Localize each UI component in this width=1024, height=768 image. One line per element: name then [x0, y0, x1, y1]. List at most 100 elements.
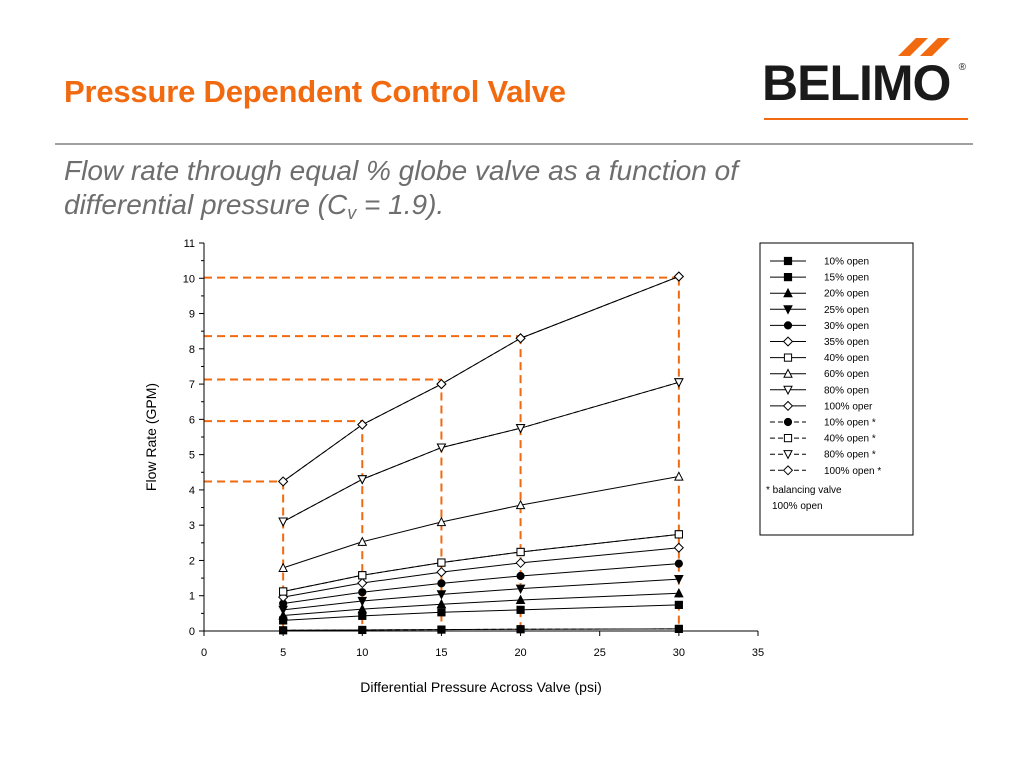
legend-label: 15% open: [824, 273, 869, 284]
guide-lines: [204, 276, 680, 631]
series-2: [278, 587, 684, 620]
legend-item: 10% open *: [770, 418, 876, 429]
y-tick-label: 7: [189, 379, 195, 391]
data-point: [674, 624, 683, 633]
series-line: [282, 276, 680, 482]
series-line: [283, 547, 679, 598]
series-7: [278, 471, 684, 572]
y-tick-label: 3: [189, 520, 195, 532]
data-point: [515, 333, 526, 344]
y-tick-label: 9: [189, 309, 195, 321]
series-4: [279, 559, 683, 608]
legend-swatch-marker: [783, 287, 793, 298]
series-10: [279, 624, 683, 635]
series-12: [278, 378, 684, 527]
y-tick-label: 0: [189, 626, 195, 638]
y-tick-label: 8: [189, 344, 195, 356]
data-point: [358, 611, 367, 620]
legend-label: 60% open: [824, 369, 869, 380]
series-line: [283, 592, 679, 616]
legend-swatch-marker: [783, 450, 793, 460]
data-point: [436, 598, 447, 609]
data-point: [674, 530, 683, 539]
belimo-logo: BELIMO ®: [758, 34, 970, 126]
legend-label: 80% open *: [824, 450, 876, 461]
x-tick-label: 15: [435, 647, 447, 659]
subtitle-line-1: Flow rate through equal % globe valve as…: [64, 155, 738, 186]
data-point: [357, 419, 368, 430]
legend-label: 10% open *: [824, 418, 876, 429]
data-point: [515, 557, 526, 569]
logo-underline: [764, 118, 968, 120]
y-tick-label: 11: [184, 238, 195, 250]
legend-swatch-marker: [782, 400, 794, 412]
data-point: [357, 577, 368, 589]
x-tick-label: 25: [594, 647, 606, 659]
data-point: [516, 605, 525, 614]
legend-item: 80% open: [770, 385, 869, 396]
legend-item: 20% open: [770, 287, 869, 300]
x-tick-label: 10: [356, 647, 368, 659]
slide-subtitle: Flow rate through equal % globe valve as…: [64, 154, 964, 230]
data-point: [436, 566, 447, 578]
legend-swatch-marker: [783, 256, 793, 266]
x-tick-label: 5: [280, 647, 286, 659]
series-8: [278, 378, 684, 527]
data-point: [437, 625, 446, 634]
data-point: [357, 596, 368, 607]
legend-label: 100% oper: [824, 401, 873, 412]
y-tick-label: 10: [183, 273, 195, 285]
y-tick-label: 1: [189, 591, 195, 603]
series-line: [283, 563, 679, 604]
x-axis-title: Differential Pressure Across Valve (psi): [360, 679, 601, 695]
series-line: [283, 604, 679, 621]
data-point: [436, 443, 447, 453]
series-5: [278, 542, 684, 603]
x-tick-label: 30: [673, 647, 685, 659]
data-point: [516, 571, 525, 581]
legend-label: 80% open: [824, 385, 869, 396]
series-line: [282, 381, 679, 523]
legend-item: 15% open: [770, 273, 869, 284]
data-point: [437, 558, 446, 567]
series-3: [278, 575, 684, 616]
subtitle-text-a: differential pressure (C: [64, 189, 348, 220]
data-point: [673, 271, 684, 282]
legend-swatch-marker: [783, 321, 793, 330]
data-point: [278, 476, 289, 487]
legend-item: 25% open: [770, 305, 869, 316]
data-point: [436, 590, 447, 600]
legend-note-2: 100% open: [772, 501, 823, 512]
data-point: [674, 600, 683, 609]
data-point: [515, 584, 526, 594]
series-11: [279, 530, 683, 596]
series-line: [282, 381, 679, 523]
legend-item: 10% open: [770, 257, 869, 268]
legend-label: 40% open: [824, 353, 869, 364]
legend-swatch-marker: [783, 273, 793, 282]
data-point: [436, 378, 447, 390]
data-point: [278, 610, 288, 620]
data-point: [358, 588, 367, 597]
data-point: [436, 516, 447, 527]
data-point: [673, 542, 684, 553]
data-point: [437, 579, 446, 588]
legend: 10% open 15% open 20% open 25% open 30% open…: [759, 242, 914, 536]
data-point: [358, 625, 367, 635]
data-point: [279, 587, 288, 596]
data-point: [357, 603, 368, 614]
data-point: [674, 378, 684, 388]
series-group: [278, 271, 684, 635]
legend-item: 100% open *: [770, 465, 881, 477]
header-divider: [55, 143, 973, 145]
data-point: [515, 499, 526, 510]
legend-item: 40% open: [770, 353, 869, 364]
subtitle-subscript: v: [347, 203, 357, 223]
legend-item: 80% open *: [770, 450, 876, 461]
legend-swatch-marker: [782, 465, 794, 476]
data-point: [278, 517, 288, 527]
legend-swatch-marker: [783, 417, 793, 427]
series-line: [282, 276, 680, 482]
legend-item: 60% open: [770, 368, 869, 380]
